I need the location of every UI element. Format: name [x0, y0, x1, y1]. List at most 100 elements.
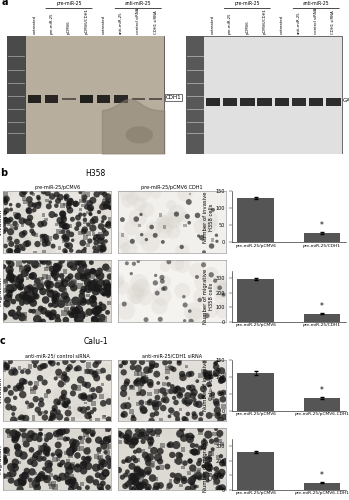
Point: [99, 438, 105, 446]
Point: [161, 380, 167, 388]
Point: [121, 368, 127, 376]
Point: [103, 237, 109, 245]
Point: [88, 205, 94, 213]
Point: [57, 216, 63, 224]
Point: [75, 384, 81, 392]
Point: [200, 278, 206, 286]
Point: [46, 234, 52, 242]
Point: [126, 480, 132, 488]
Point: [56, 448, 61, 456]
Point: [215, 412, 221, 420]
Point: [157, 458, 163, 466]
Point: [76, 200, 81, 207]
Point: [199, 471, 204, 479]
Point: [67, 466, 72, 474]
Point: [153, 404, 159, 411]
Point: [126, 456, 131, 464]
Point: [207, 222, 213, 230]
Point: [52, 483, 58, 491]
Point: [50, 270, 56, 278]
Point: [2, 386, 8, 394]
Point: [55, 291, 61, 299]
Point: [126, 437, 132, 445]
Point: [6, 220, 11, 228]
Point: [32, 357, 38, 365]
Point: [70, 414, 76, 422]
Point: [144, 434, 150, 442]
Point: [155, 458, 161, 466]
Point: [9, 310, 14, 318]
Point: [147, 366, 153, 374]
Point: [161, 392, 167, 400]
Point: [82, 211, 87, 219]
Point: [218, 486, 223, 494]
Point: [67, 242, 72, 250]
Point: [3, 208, 8, 216]
Point: [192, 412, 198, 420]
Text: pCMV6/CDH1: pCMV6/CDH1: [84, 8, 88, 34]
Text: GAPDH: GAPDH: [343, 98, 349, 103]
Point: [29, 385, 35, 393]
Point: [193, 400, 199, 408]
Point: [204, 312, 210, 320]
Point: [65, 265, 70, 273]
Point: [43, 408, 49, 416]
Point: [100, 397, 105, 405]
Point: [84, 429, 90, 437]
Point: [93, 478, 99, 486]
Point: [30, 272, 36, 280]
Point: [77, 276, 83, 284]
Point: [86, 279, 91, 287]
Point: [39, 396, 44, 404]
Point: [60, 472, 65, 480]
Point: [220, 396, 226, 404]
Point: [122, 244, 128, 252]
Point: [35, 308, 40, 316]
Point: [148, 434, 154, 442]
Point: [6, 282, 12, 290]
Point: [71, 284, 77, 292]
Point: [2, 360, 8, 368]
Point: [69, 446, 75, 454]
Point: [14, 247, 20, 255]
Point: [94, 308, 99, 316]
Point: [92, 216, 98, 224]
Point: [75, 214, 81, 222]
Point: [148, 440, 154, 448]
Point: [79, 223, 84, 231]
Point: [87, 308, 92, 316]
Point: [37, 435, 42, 443]
Point: [1, 210, 7, 218]
Point: [118, 362, 124, 370]
Point: [66, 398, 71, 406]
Point: [180, 261, 185, 269]
Point: [88, 204, 93, 212]
Point: [28, 458, 33, 466]
Point: [85, 404, 91, 412]
Point: [37, 282, 43, 290]
Point: [11, 230, 16, 237]
Point: [197, 296, 202, 304]
Point: [147, 454, 153, 462]
Point: [101, 316, 107, 324]
Point: [96, 208, 102, 216]
Point: [23, 294, 28, 302]
Point: [205, 374, 210, 382]
Point: [54, 264, 60, 272]
Point: [6, 403, 12, 411]
Point: [179, 425, 185, 433]
Point: [19, 299, 25, 307]
Point: [14, 242, 19, 250]
Point: [192, 473, 198, 481]
Point: [64, 426, 69, 434]
Point: [35, 434, 41, 442]
Point: [124, 413, 130, 421]
Bar: [97, 95, 110, 103]
Point: [53, 261, 58, 269]
Point: [9, 430, 15, 438]
Point: [105, 200, 110, 207]
Point: [192, 448, 197, 456]
Point: [7, 432, 13, 440]
Point: [214, 465, 219, 473]
Point: [220, 376, 225, 384]
